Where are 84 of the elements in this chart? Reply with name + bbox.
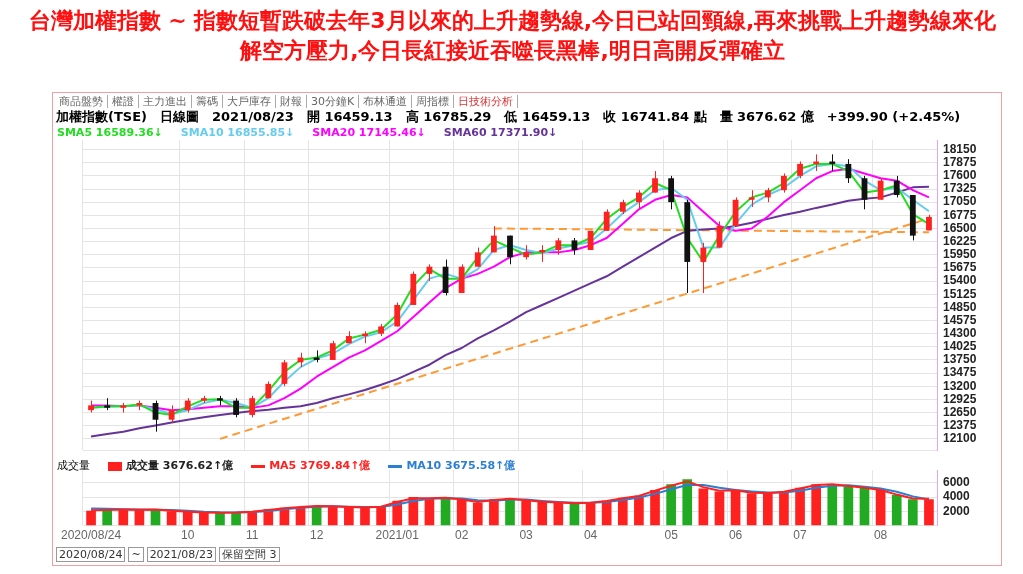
- candlestick: [636, 189, 642, 210]
- y-tick-label: 16225: [943, 233, 977, 248]
- text: SMA10 16855.85↓: [180, 126, 295, 139]
- text: SMA5 16589.36↓: [57, 126, 163, 139]
- x-tick-label: 02: [454, 528, 469, 543]
- candlestick: [700, 242, 707, 294]
- x-tick-label: 2021/01: [375, 528, 420, 543]
- y-tick-label: 4000: [943, 489, 971, 504]
- y-tick-label: 16775: [943, 207, 977, 222]
- y-tick-label: 17875: [943, 155, 977, 170]
- x-tick-label: 11: [245, 528, 259, 543]
- candlestick: [893, 175, 900, 198]
- bar: [231, 512, 241, 526]
- bar: [891, 494, 902, 526]
- x-tick-label: 05: [664, 528, 679, 543]
- y-tick-label: 16500: [943, 220, 977, 235]
- text: 主力進出: [139, 95, 192, 108]
- y-tick-label: 12925: [943, 391, 977, 406]
- x-tick-label: 2020/08/24: [61, 528, 122, 543]
- candlestick: [781, 172, 787, 194]
- text: 財報: [276, 95, 307, 108]
- candlestick: [490, 225, 497, 253]
- text: SMA20 17145.46↓: [312, 126, 426, 139]
- candlestick: [877, 177, 884, 201]
- text: 布林通道: [359, 95, 413, 108]
- text: 保留空間 3: [219, 547, 280, 562]
- y-tick-label: 12100: [943, 431, 977, 446]
- y-tick-label: 13200: [943, 378, 977, 393]
- text: 權證: [108, 95, 139, 108]
- candlestick: [603, 208, 610, 232]
- y-tick-label: 15675: [943, 260, 977, 275]
- x-tick-label: 12: [309, 528, 324, 543]
- text: 2020/08/24: [56, 547, 126, 562]
- text: 商品盤勢: [55, 95, 108, 108]
- x-tick-label: 07: [793, 528, 808, 543]
- y-tick-label: 17050: [943, 194, 977, 209]
- x-tick-label: 10: [181, 528, 195, 543]
- chart-subtitle: 加權指數(TSE) 日線圖 2021/08/23 開 16459.13 高 16785.29 低 16459.13 收 16741.84 點 量 3676.62 億 +399.90 (+2.45%): [56, 108, 961, 126]
- candlestick: [652, 170, 658, 194]
- text: 30分鐘K: [307, 95, 360, 108]
- y-tick-label: 15950: [943, 247, 977, 262]
- chart-title: 台灣加權指數 ~ 指數短暫跌破去年3月以來的上升趨勢線,今日已站回頸線,再來挑戰上升趨勢線來化解空方壓力,今日長紅接近吞噬長黑棒,明日高開反彈確立: [27, 7, 998, 65]
- text: ~: [128, 547, 144, 562]
- y-tick-label: 13750: [943, 352, 977, 367]
- y-tick-label: 13475: [943, 365, 977, 380]
- text: 日技術分析: [454, 95, 519, 108]
- bar: [827, 484, 838, 526]
- candlestick: [845, 158, 852, 184]
- y-tick-label: 14300: [943, 325, 977, 340]
- y-tick-label: 17325: [943, 181, 977, 196]
- text: 2021/08/23: [146, 547, 217, 562]
- legend-label: MA10 3675.58↑億: [406, 459, 516, 472]
- y-tick-label: 6000: [943, 475, 971, 490]
- y-tick-label: 14025: [943, 339, 977, 354]
- y-tick-label: 14575: [943, 312, 977, 327]
- bar: [102, 509, 112, 526]
- bar: [666, 484, 676, 526]
- candlestick: [233, 397, 239, 418]
- bar: [908, 499, 918, 526]
- y-tick-label: 14850: [943, 299, 977, 314]
- y-tick-label: 15125: [943, 286, 977, 301]
- candlestick: [329, 340, 336, 361]
- candlestick: [507, 235, 513, 265]
- x-tick-label: 08: [873, 528, 888, 543]
- y-tick-label: 15400: [943, 273, 977, 288]
- x-tick-label: 03: [519, 528, 534, 543]
- candlestick: [249, 395, 256, 418]
- bar: [843, 486, 854, 526]
- text: 周指標: [412, 95, 455, 108]
- legend-label: 成交量 3676.62↑億: [126, 459, 234, 472]
- x-tick-label: 06: [728, 528, 743, 543]
- x-tick-label: 04: [583, 528, 598, 543]
- candlestick: [474, 247, 481, 268]
- chart-title: 成交量: [57, 459, 90, 472]
- candlestick: [668, 175, 675, 210]
- legend-label: MA5 3769.84↑億: [269, 459, 371, 472]
- text: SMA60 17371.90↓: [443, 126, 558, 139]
- y-tick-label: 2000: [943, 503, 971, 518]
- y-tick-label: 17600: [943, 168, 977, 183]
- text: 大戶庫存: [223, 95, 276, 108]
- text: 籌碼: [192, 95, 223, 108]
- y-tick-label: 12375: [943, 418, 977, 433]
- y-tick-label: 12650: [943, 404, 977, 419]
- y-tick-label: 18150: [943, 141, 977, 156]
